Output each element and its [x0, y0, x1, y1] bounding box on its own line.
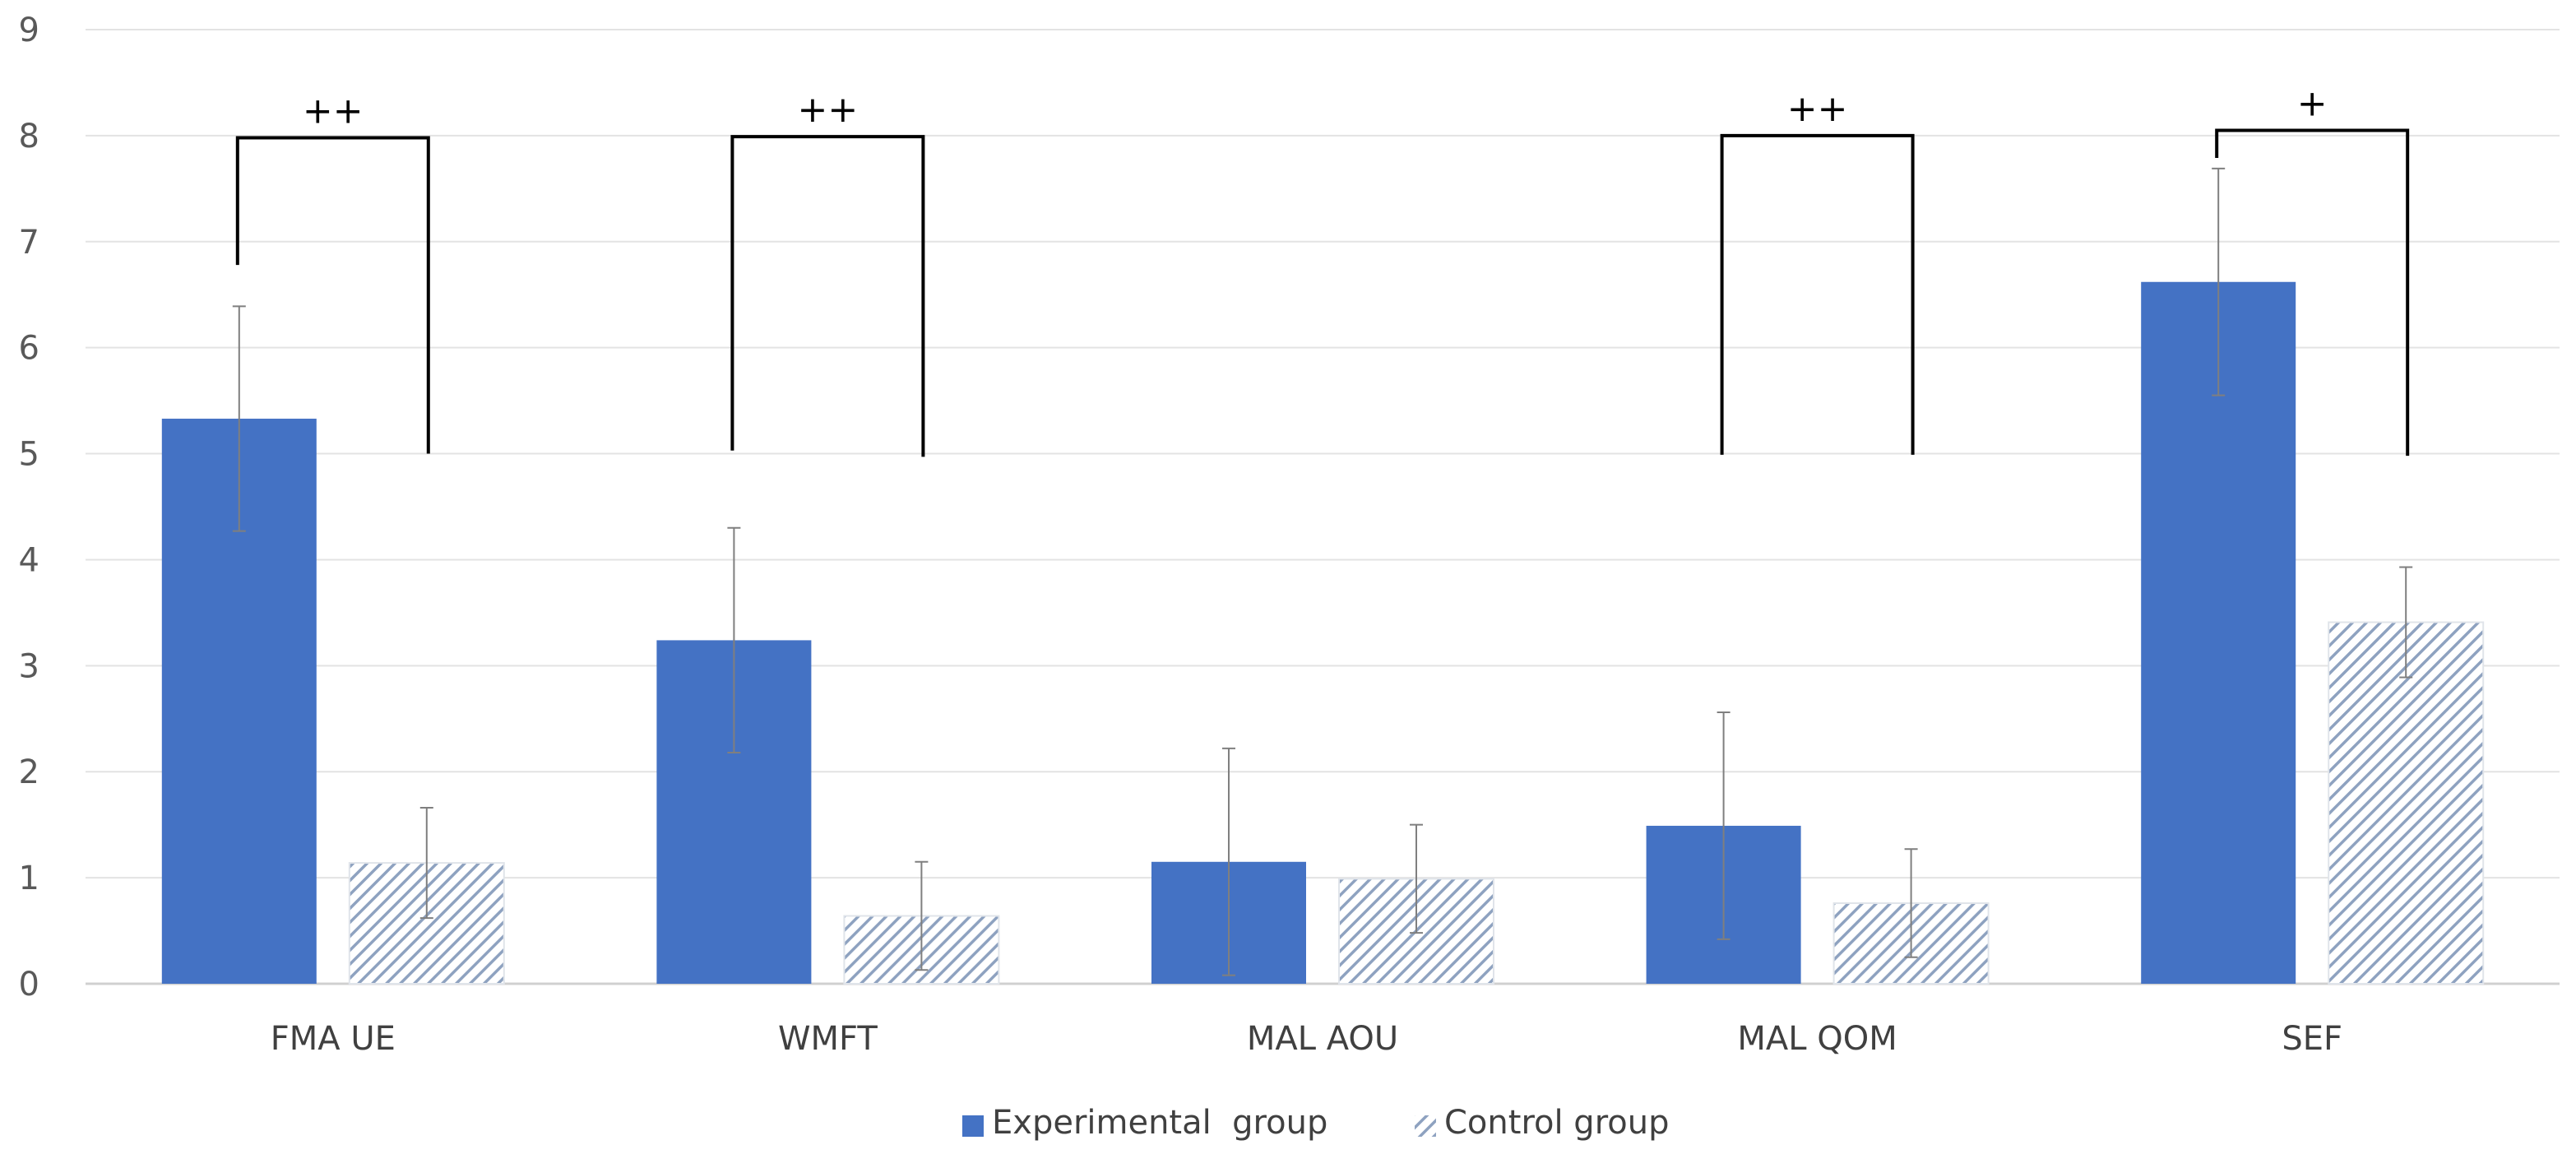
y-tick-label: 4 — [19, 541, 39, 579]
error-bar — [915, 860, 929, 971]
significance-bracket-line — [2215, 128, 2410, 457]
significance-label: ++ — [303, 90, 364, 132]
significance-label: ++ — [798, 89, 859, 131]
significance-bracket-wmft: ++ — [730, 89, 925, 457]
error-bar — [2399, 566, 2413, 679]
control-bar-sef — [2328, 621, 2485, 985]
y-tick-label: 3 — [19, 647, 39, 685]
y-tick-label: 9 — [19, 12, 39, 49]
significance-brackets: ++ ++ ++ + — [235, 82, 2410, 457]
y-tick-label: 2 — [19, 753, 39, 791]
significance-bracket-line — [1720, 133, 1915, 455]
legend: Experimental group Control group — [962, 1104, 1669, 1142]
x-tick-label: FMA UE — [271, 1020, 396, 1058]
error-bar — [1222, 747, 1235, 976]
x-tick-label: WMFT — [778, 1020, 878, 1058]
y-axis-ticks: 0 1 2 3 4 5 6 7 8 9 — [19, 12, 39, 1003]
legend-label: Experimental group — [992, 1104, 1327, 1142]
error-bar — [1717, 711, 1730, 940]
significance-bracket-fma-ue: ++ — [235, 90, 430, 454]
significance-bracket-sef: + — [2215, 82, 2410, 457]
legend-label: Control group — [1444, 1104, 1669, 1142]
significance-bracket-line — [730, 135, 925, 457]
legend-swatch — [1415, 1115, 1436, 1137]
legend-entry-control: Control group — [1415, 1104, 1669, 1142]
legend-entry-experimental: Experimental group — [962, 1104, 1327, 1142]
error-bars — [232, 167, 2413, 976]
legend-swatch — [962, 1115, 984, 1137]
x-tick-label: SEF — [2282, 1020, 2342, 1058]
error-bar — [232, 305, 246, 532]
significance-bracket-line — [235, 136, 430, 454]
error-bar — [419, 807, 433, 920]
y-tick-label: 6 — [19, 330, 39, 368]
error-bar — [1410, 823, 1423, 934]
y-tick-label: 5 — [19, 436, 39, 474]
x-axis-labels: FMA UE WMFT MAL AOU MAL QOM SEF — [271, 1020, 2342, 1058]
x-tick-label: MAL QOM — [1737, 1020, 1897, 1058]
significance-label: ++ — [1787, 88, 1848, 130]
y-tick-label: 8 — [19, 118, 39, 155]
x-tick-label: MAL AOU — [1247, 1020, 1398, 1058]
error-bar — [2212, 167, 2226, 396]
significance-bracket-mal-qom: ++ — [1720, 88, 1915, 455]
y-tick-label: 7 — [19, 224, 39, 262]
y-tick-label: 1 — [19, 860, 39, 897]
y-tick-label: 0 — [19, 966, 39, 1003]
error-bar — [1904, 848, 1918, 958]
experimental-bar-sef — [2141, 281, 2296, 984]
error-bar — [727, 526, 741, 754]
significance-label: + — [2297, 82, 2328, 124]
